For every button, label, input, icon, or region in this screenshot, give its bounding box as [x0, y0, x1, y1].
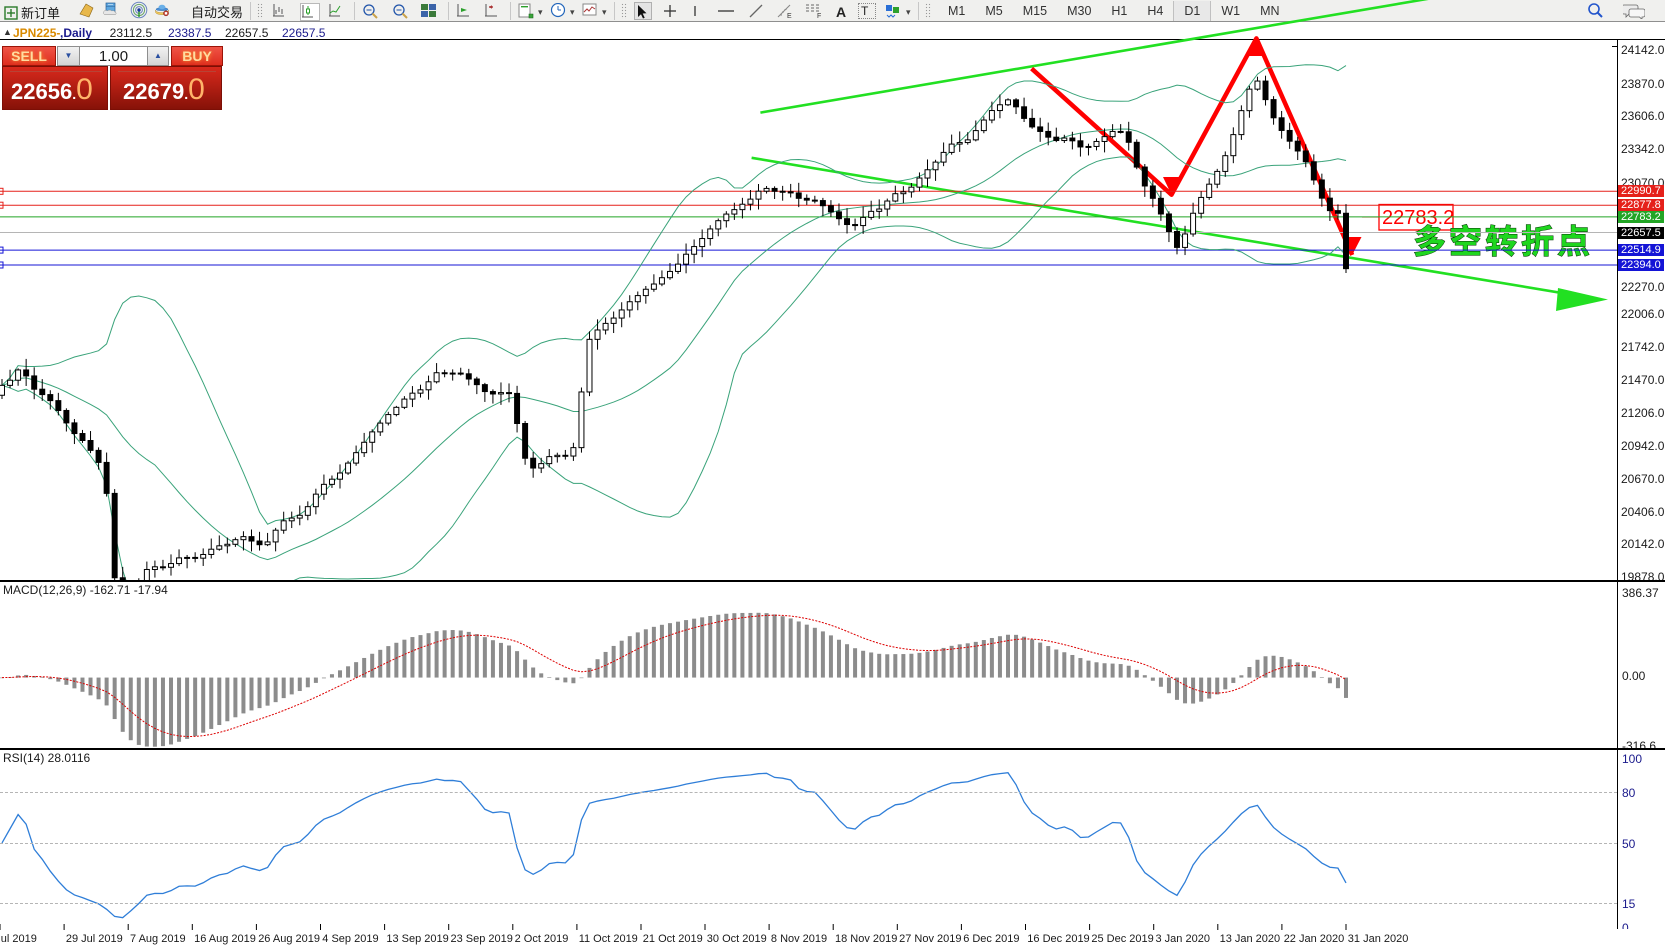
- svg-text:F: F: [817, 13, 821, 18]
- svg-text:E: E: [787, 13, 792, 19]
